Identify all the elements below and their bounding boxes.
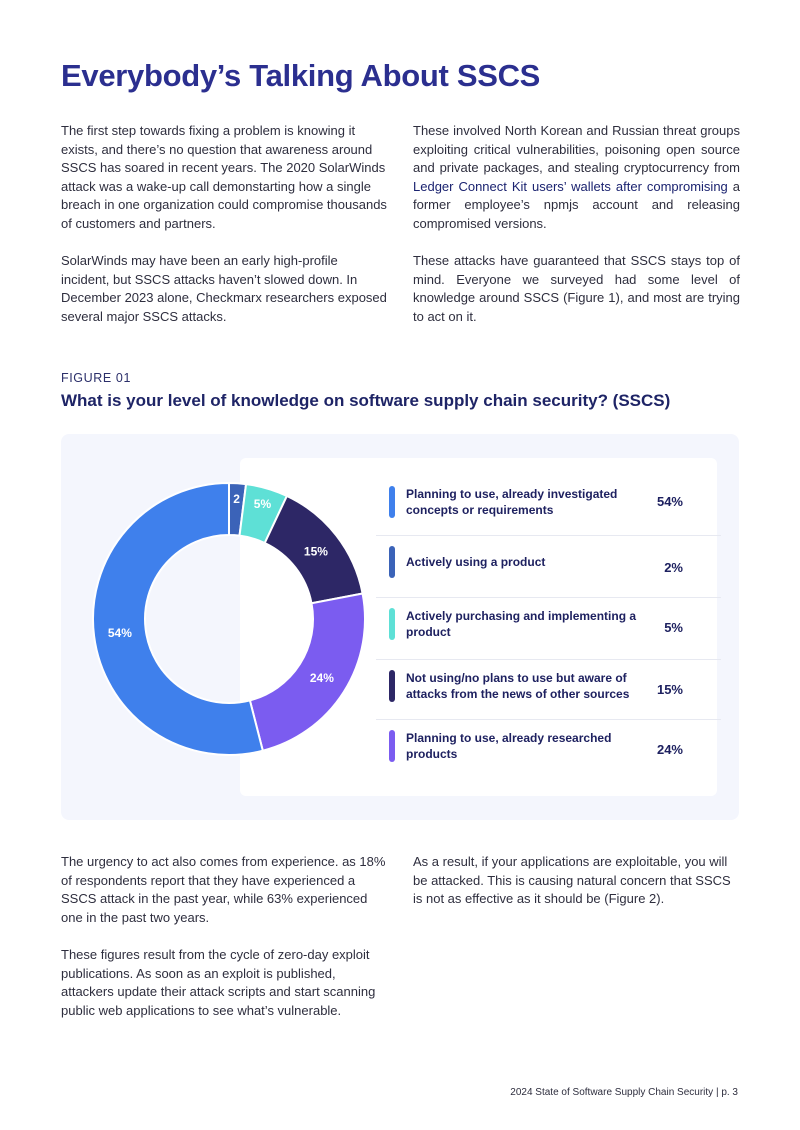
legend-label: Not using/no plans to use but aware of a… bbox=[406, 671, 630, 701]
intro-right-column: These involved North Korean and Russian … bbox=[413, 122, 740, 345]
legend-value: 5% bbox=[664, 620, 683, 635]
donut-chart: 2 5% 15% 24% 54% bbox=[92, 482, 366, 756]
page-footer: 2024 State of Software Supply Chain Secu… bbox=[510, 1087, 738, 1098]
legend-item: Planning to use, already researched prod… bbox=[376, 720, 721, 776]
donut-slice bbox=[92, 482, 265, 756]
intro-text: a former employee’s npmjs account and re… bbox=[413, 178, 740, 231]
legend-item: Planning to use, already investigated co… bbox=[376, 476, 721, 536]
intro-left-column: The first step towards fixing a problem … bbox=[61, 122, 387, 345]
outro-paragraph: The urgency to act also comes from exper… bbox=[61, 854, 386, 925]
legend-item: Not using/no plans to use but aware of a… bbox=[376, 660, 721, 720]
page-title: Everybody’s Talking About SSCS bbox=[61, 58, 541, 93]
legend-swatch bbox=[389, 730, 395, 762]
legend-value: 24% bbox=[656, 742, 683, 757]
legend-item: Actively using a product 2% bbox=[376, 536, 721, 598]
legend-label: Actively using a product bbox=[406, 555, 546, 569]
legend-swatch bbox=[389, 486, 395, 518]
slice-data-label: 54% bbox=[108, 626, 132, 640]
intro-paragraph: The first step towards fixing a problem … bbox=[61, 123, 387, 231]
legend-swatch bbox=[389, 670, 395, 702]
figure-title: What is your level of knowledge on softw… bbox=[61, 391, 671, 410]
legend-label: Planning to use, already researched prod… bbox=[406, 731, 612, 761]
outro-right-column: As a result, if your applications are ex… bbox=[413, 853, 740, 927]
legend-swatch bbox=[389, 546, 395, 578]
intro-paragraph: SolarWinds may have been an early high-p… bbox=[61, 253, 387, 324]
slice-data-label: 2 bbox=[233, 492, 240, 506]
outro-paragraph: These figures result from the cycle of z… bbox=[61, 946, 376, 1018]
ledger-connect-kit-link[interactable]: Ledger Connect Kit users’ wallets after … bbox=[413, 178, 728, 194]
legend-item: Actively purchasing and implementing a p… bbox=[376, 598, 721, 660]
intro-paragraph: These involved North Korean and Russian … bbox=[413, 122, 740, 234]
intro-text: These involved North Korean and Russian … bbox=[413, 123, 740, 176]
legend-label: Actively purchasing and implementing a p… bbox=[406, 609, 637, 639]
legend-swatch bbox=[389, 608, 395, 640]
legend-value: 54% bbox=[656, 494, 683, 509]
slice-data-label: 15% bbox=[304, 545, 328, 559]
legend-value: 2% bbox=[664, 560, 683, 575]
legend-label: Planning to use, already investigated co… bbox=[406, 487, 618, 517]
slice-data-label: 5% bbox=[254, 497, 272, 511]
outro-left-column: The urgency to act also comes from exper… bbox=[61, 853, 387, 1039]
intro-paragraph: These attacks have guaranteed that SSCS … bbox=[413, 253, 740, 324]
legend-value: 15% bbox=[656, 682, 683, 697]
donut-slice bbox=[248, 592, 366, 752]
figure-label: FIGURE 01 bbox=[61, 371, 131, 385]
slice-data-label: 24% bbox=[310, 671, 334, 685]
outro-paragraph: As a result, if your applications are ex… bbox=[413, 854, 731, 907]
